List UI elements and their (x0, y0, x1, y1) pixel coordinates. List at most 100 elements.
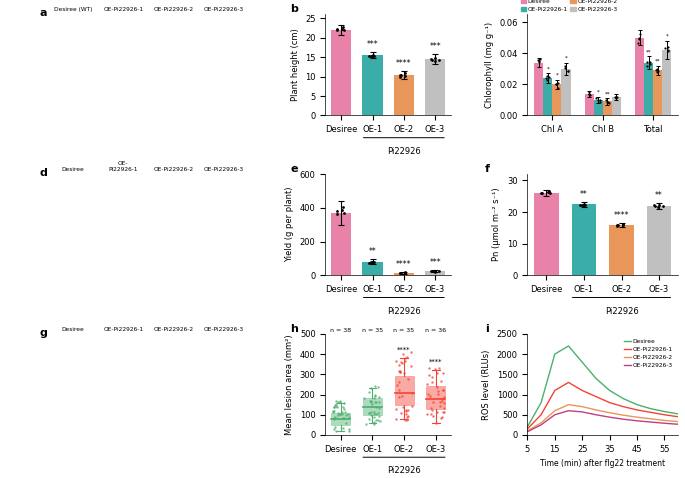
OE-Pi22926-1 (523, 426, 532, 432)
Point (336, 410, 347, 417)
Point (612, 93, 623, 100)
Desiree (647, 406, 655, 412)
Legend: Desiree, OE-Pi22926-1, OE-Pi22926-2, OE-Pi22926-3: Desiree, OE-Pi22926-1, OE-Pi22926-2, OE-… (622, 337, 675, 370)
Point (366, 384, 377, 391)
Point (334, 410, 345, 417)
Bar (584, 94, 594, 116)
Text: ***: *** (429, 258, 441, 267)
Point (343, 413, 354, 421)
Point (369, 408, 379, 416)
Point (368, 410, 379, 418)
Point (399, 69, 410, 76)
Point (545, 189, 556, 197)
Point (367, 52, 378, 59)
Point (395, 269, 406, 277)
Point (601, 98, 612, 105)
Point (399, 369, 410, 377)
Point (645, 60, 656, 68)
Point (651, 65, 662, 73)
Point (338, 424, 349, 432)
Bar (647, 206, 671, 275)
Point (651, 66, 662, 74)
Point (663, 46, 674, 54)
Point (393, 378, 404, 386)
Point (430, 419, 441, 427)
Point (653, 204, 664, 211)
Point (429, 54, 440, 61)
Point (331, 400, 342, 408)
Point (430, 365, 441, 372)
Point (366, 52, 377, 60)
Y-axis label: Plant height (cm): Plant height (cm) (290, 29, 299, 101)
Point (331, 402, 342, 410)
Text: **: ** (655, 59, 660, 64)
Point (395, 71, 406, 78)
Point (363, 409, 374, 417)
Point (401, 411, 412, 418)
Point (363, 409, 374, 417)
Point (427, 373, 438, 381)
Text: n = 38: n = 38 (330, 328, 351, 333)
Point (425, 55, 436, 63)
Point (395, 369, 406, 376)
Point (330, 427, 341, 435)
Text: *: * (547, 66, 549, 71)
Point (406, 348, 417, 356)
Bar (425, 271, 445, 275)
Legend: Desiree, OE-Pi22926-1, OE-Pi22926-2, OE-Pi22926-3: Desiree, OE-Pi22926-1, OE-Pi22926-2, OE-… (519, 0, 620, 15)
Point (334, 399, 345, 406)
Bar (395, 376, 414, 405)
Bar (635, 38, 644, 116)
Point (395, 358, 406, 366)
Text: **: ** (656, 191, 663, 199)
Text: g: g (40, 328, 48, 338)
Point (328, 403, 339, 411)
Y-axis label: Pn (µmol m⁻² s⁻¹): Pn (µmol m⁻² s⁻¹) (493, 188, 501, 261)
Point (343, 425, 354, 433)
Point (575, 201, 586, 209)
Point (617, 220, 628, 228)
OE-Pi22926-1 (578, 388, 586, 393)
Point (330, 423, 341, 431)
Point (584, 91, 595, 98)
Bar (534, 63, 543, 116)
Point (562, 67, 573, 75)
Point (397, 350, 408, 358)
Point (580, 201, 590, 208)
Point (438, 400, 449, 407)
Point (337, 408, 348, 416)
Point (406, 389, 417, 397)
Bar (552, 84, 562, 116)
Point (332, 403, 343, 411)
Point (399, 269, 410, 276)
Point (540, 74, 551, 82)
Desiree (592, 376, 600, 381)
Desiree (674, 411, 682, 417)
OE-Pi22926-3 (551, 412, 559, 418)
Point (334, 397, 345, 404)
Point (332, 26, 342, 34)
Desiree (537, 400, 545, 405)
Point (552, 79, 563, 87)
Text: h: h (290, 324, 298, 334)
Desiree (564, 343, 573, 349)
Point (645, 58, 656, 66)
Point (364, 415, 375, 423)
Point (577, 201, 588, 208)
Point (425, 404, 436, 412)
Point (435, 402, 446, 410)
Point (403, 406, 414, 413)
Point (423, 371, 434, 379)
Point (395, 71, 406, 79)
Point (338, 400, 349, 407)
Bar (425, 59, 445, 116)
Bar (543, 78, 552, 116)
Point (649, 203, 660, 210)
Bar (362, 262, 383, 275)
Bar (394, 272, 414, 275)
Point (395, 269, 406, 277)
Point (332, 207, 343, 215)
Text: e: e (290, 164, 298, 174)
Text: i: i (485, 324, 489, 334)
Line: Desiree: Desiree (527, 346, 678, 427)
